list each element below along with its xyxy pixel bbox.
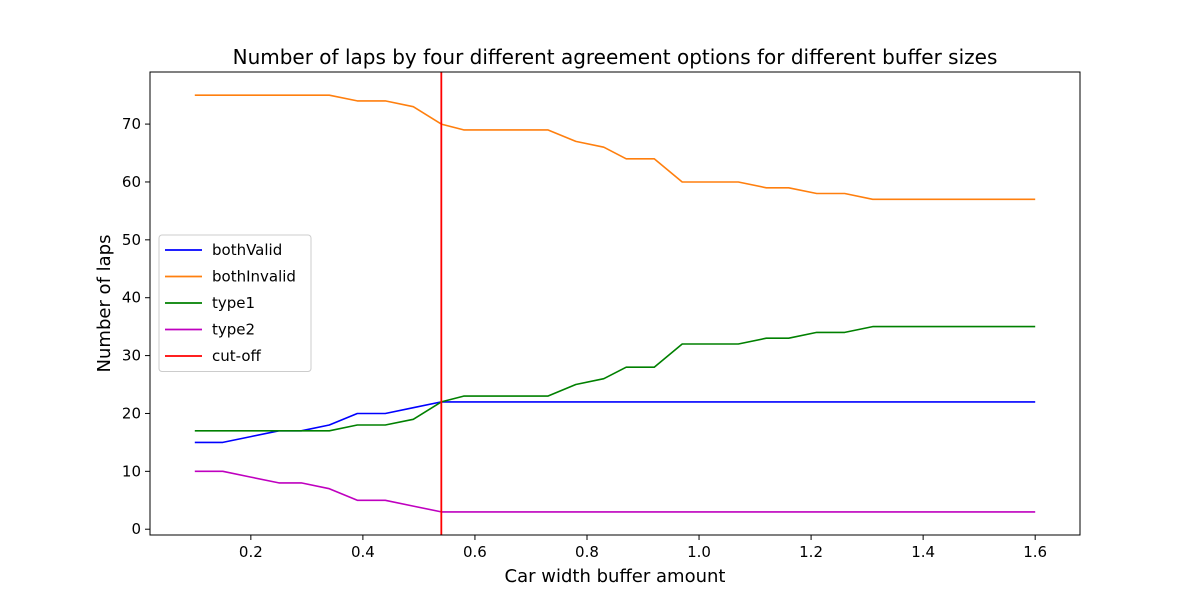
y-axis-title: Number of laps xyxy=(94,235,115,373)
y-tick-label: 0 xyxy=(131,520,141,538)
x-tick-label: 0.2 xyxy=(239,543,263,561)
series-line-type2 xyxy=(194,470,1036,513)
y-tick-label: 60 xyxy=(122,173,141,191)
plot-frame xyxy=(149,71,1081,536)
legend-label: bothInvalid xyxy=(212,268,296,286)
x-tick-label: 0.8 xyxy=(575,543,599,561)
legend-label: bothValid xyxy=(212,241,282,259)
legend-box xyxy=(158,234,312,372)
legend-label: type1 xyxy=(212,294,255,312)
series-line-bothValid xyxy=(194,401,1036,444)
series-layer xyxy=(194,72,1036,535)
x-tick-label: 0.6 xyxy=(463,543,487,561)
x-tick-label: 1.6 xyxy=(1023,543,1047,561)
chart-title: Number of laps by four different agreeme… xyxy=(233,45,998,69)
x-tick-label: 1.0 xyxy=(687,543,711,561)
legend: bothValid bothInvalid type1 type2 cut-off xyxy=(158,234,312,372)
y-tick-label: 10 xyxy=(122,462,141,480)
y-tick-label: 20 xyxy=(122,404,141,422)
y-tick-label: 40 xyxy=(122,289,141,307)
series-line-type1 xyxy=(194,325,1036,432)
y-tick-label: 30 xyxy=(122,347,141,365)
legend-label: cut-off xyxy=(212,347,262,365)
x-tick-label: 1.4 xyxy=(911,543,935,561)
x-axis-title: Car width buffer amount xyxy=(505,566,726,587)
x-tick-label: 0.4 xyxy=(351,543,375,561)
x-tick-label: 1.2 xyxy=(799,543,823,561)
legend-label: type2 xyxy=(212,321,255,339)
y-axis: 0 10 20 30 40 50 60 70 xyxy=(122,115,150,538)
y-tick-label: 50 xyxy=(122,231,141,249)
y-tick-label: 70 xyxy=(122,115,141,133)
x-axis: 0.2 0.4 0.6 0.8 1.0 1.2 1.4 1.6 xyxy=(239,535,1047,561)
series-line-bothInvalid xyxy=(194,94,1036,201)
